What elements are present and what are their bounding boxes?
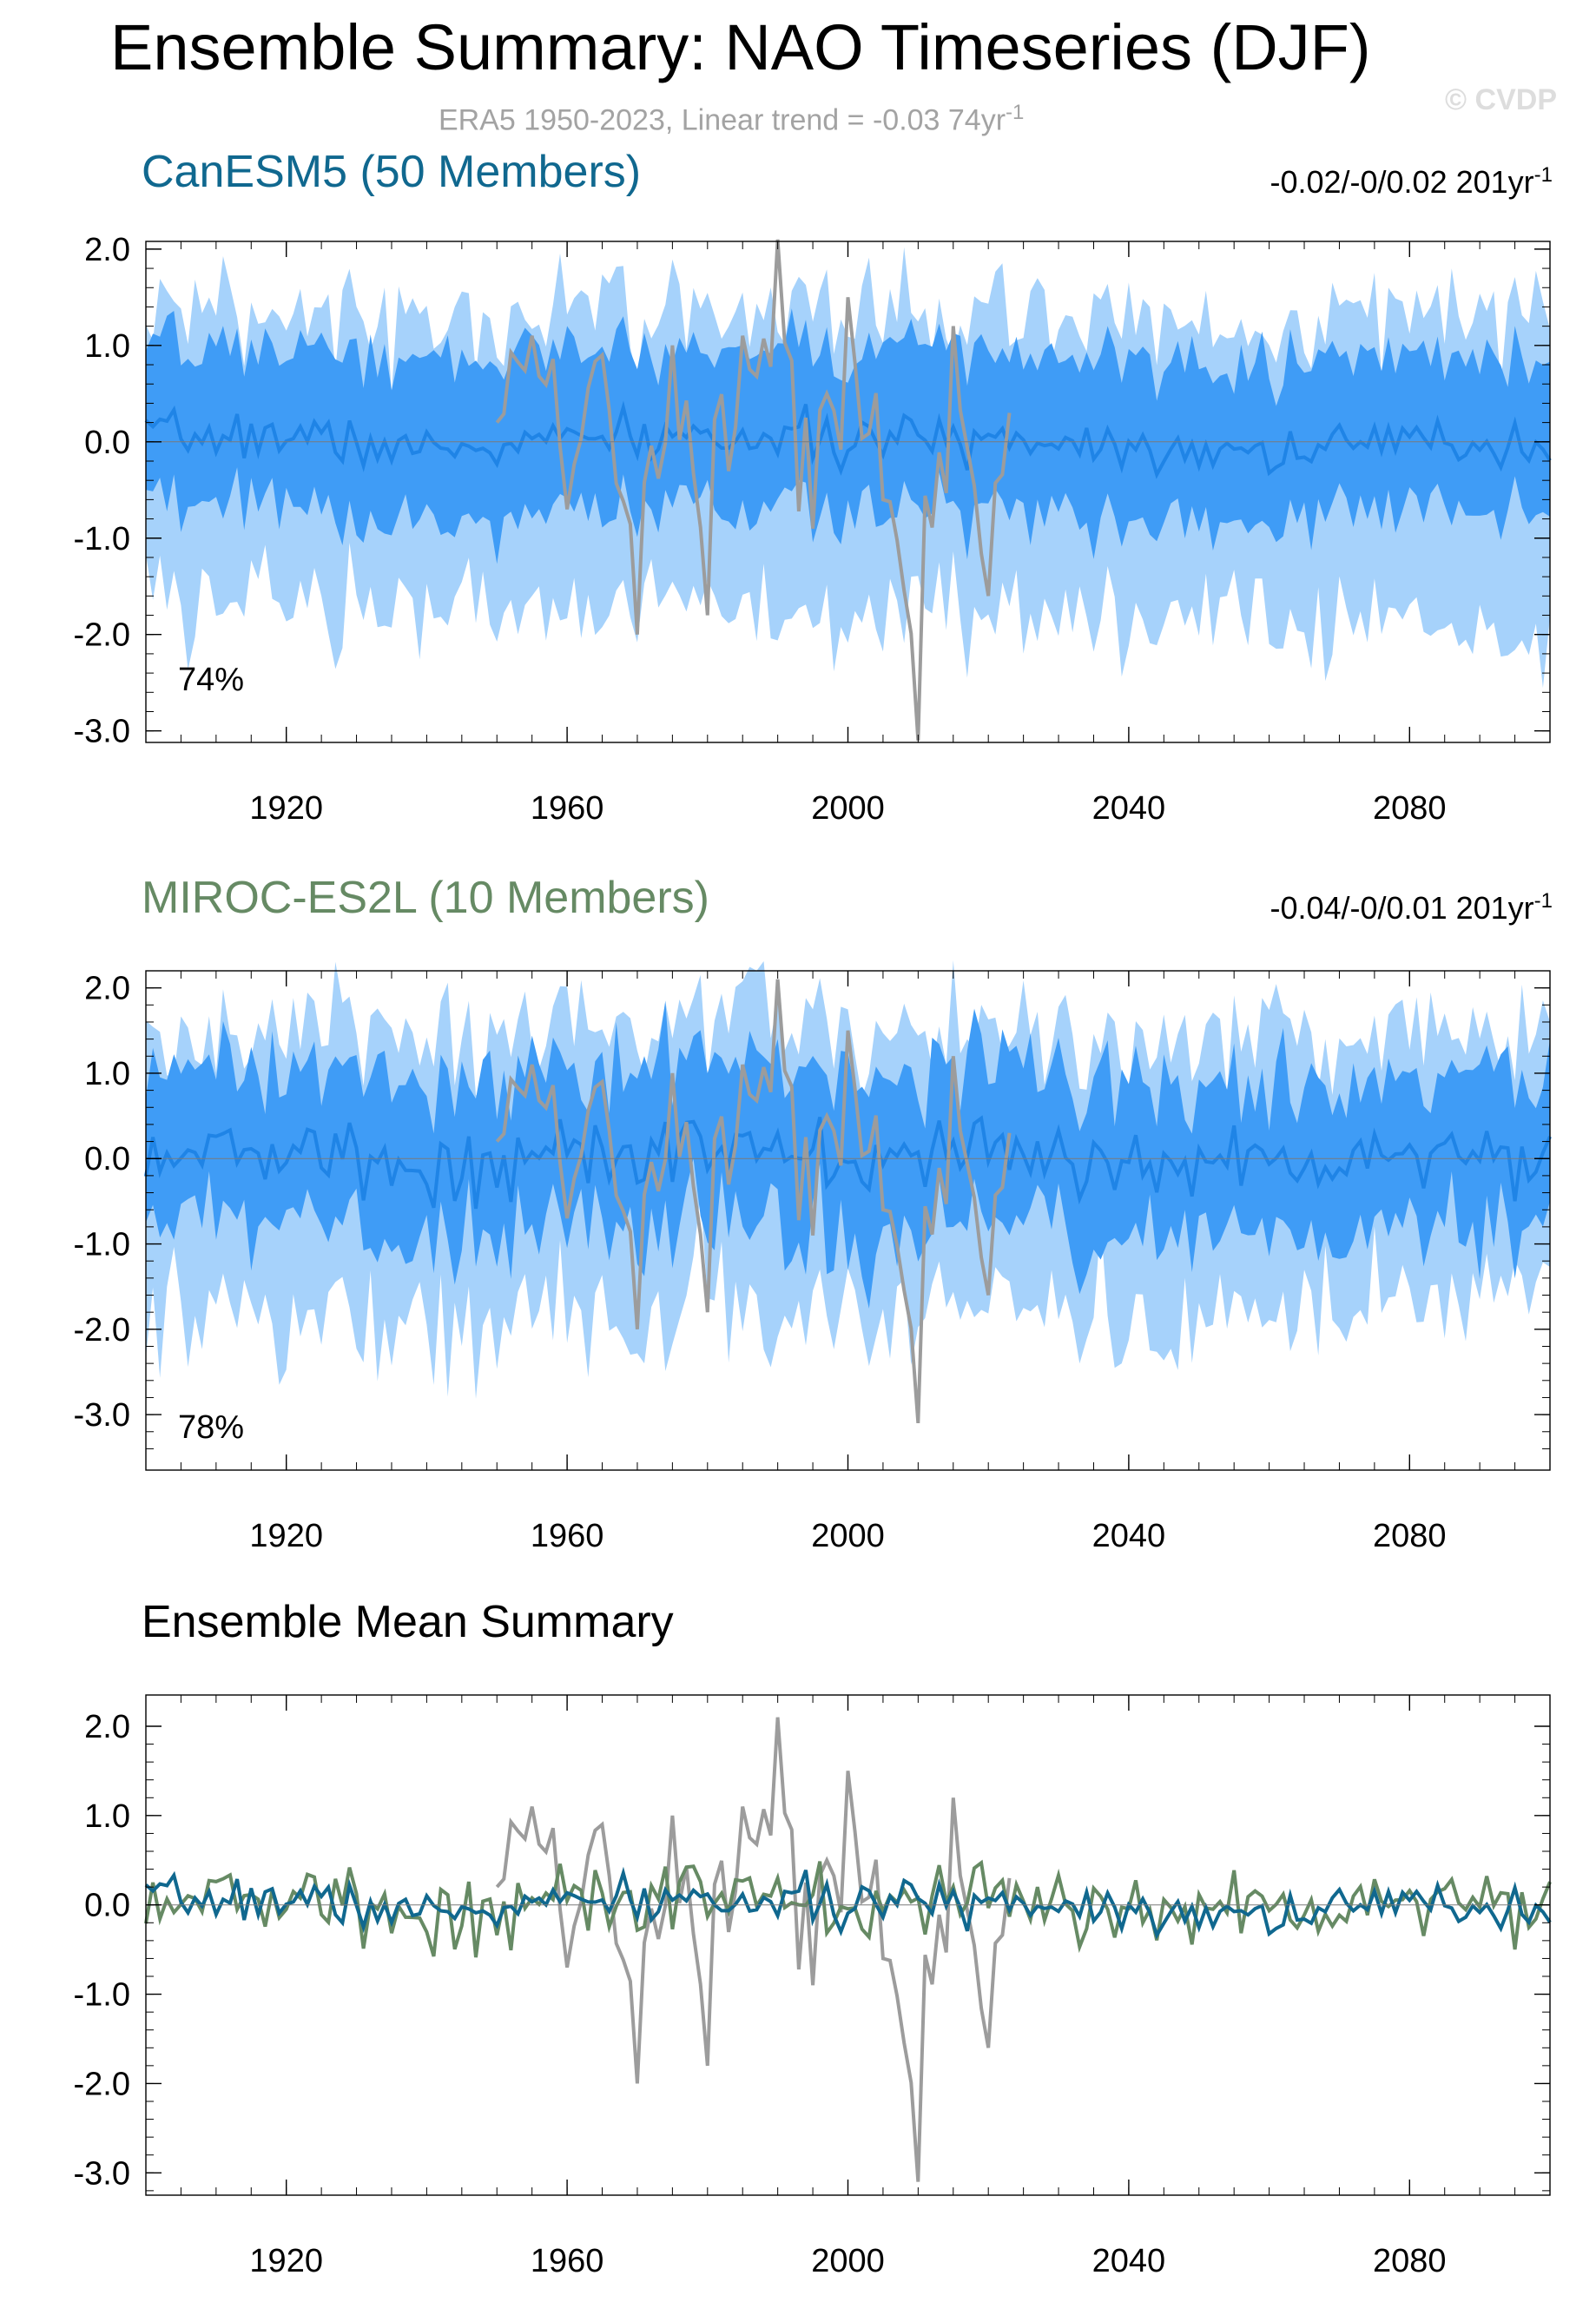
y-tick-label: -2.0 bbox=[74, 2066, 130, 2102]
y-tick-label: 2.0 bbox=[84, 232, 130, 268]
y-tick-label: -1.0 bbox=[74, 1977, 130, 2014]
panel-title-ensemble-mean: Ensemble Mean Summary bbox=[142, 1597, 674, 1647]
figure-title: Ensemble Summary: NAO Timeseries (DJF) bbox=[110, 11, 1371, 83]
y-tick-label: 1.0 bbox=[84, 1798, 130, 1835]
y-tick-label: 0.0 bbox=[84, 1141, 130, 1177]
x-tick-label: 2000 bbox=[811, 2243, 885, 2279]
plot-frame-2 bbox=[145, 1694, 1551, 2196]
cvdp-watermark: © CVDP bbox=[1445, 83, 1557, 116]
y-tick-label: 0.0 bbox=[84, 1888, 130, 1924]
x-tick-label: 1920 bbox=[249, 1518, 323, 1554]
y-tick-label: -3.0 bbox=[74, 2155, 130, 2192]
x-tick-label: 2080 bbox=[1373, 790, 1447, 827]
y-tick-label: -3.0 bbox=[74, 714, 130, 750]
x-tick-label: 2000 bbox=[811, 1518, 885, 1554]
era5-line bbox=[495, 979, 1012, 1424]
y-tick-label: 0.0 bbox=[84, 425, 130, 461]
x-tick-label: 1960 bbox=[531, 2243, 604, 2279]
panel-title-miroc: MIROC-ES2L (10 Members) bbox=[142, 873, 709, 923]
era5-line bbox=[495, 1717, 1012, 2182]
x-tick-label: 2080 bbox=[1373, 1518, 1447, 1554]
era5-line bbox=[495, 239, 1012, 741]
panel-title-canesm5: CanESM5 (50 Members) bbox=[142, 147, 642, 197]
miroc-mean-line bbox=[144, 1859, 1552, 1958]
y-tick-label: 1.0 bbox=[84, 328, 130, 365]
obs-subtitle: ERA5 1950-2023, Linear trend = -0.03 74y… bbox=[439, 101, 1025, 137]
x-tick-label: 1920 bbox=[249, 790, 323, 827]
spread-25-75-band bbox=[146, 1000, 1550, 1309]
percent-annotation: 74% bbox=[178, 662, 244, 698]
x-tick-label: 2040 bbox=[1092, 2243, 1166, 2279]
x-tick-label: 1960 bbox=[531, 1518, 604, 1554]
y-tick-label: -2.0 bbox=[74, 1312, 130, 1349]
trend-label-canesm5: -0.02/-0/0.02 201yr-1 bbox=[1270, 163, 1553, 200]
ensemble-mean-line bbox=[144, 400, 1552, 479]
y-tick-label: -1.0 bbox=[74, 521, 130, 557]
percent-annotation: 78% bbox=[178, 1409, 244, 1446]
x-tick-label: 2000 bbox=[811, 790, 885, 827]
canesm5-mean-line bbox=[144, 1866, 1552, 1940]
x-tick-label: 2040 bbox=[1092, 1518, 1166, 1554]
trend-label-miroc: -0.04/-0/0.01 201yr-1 bbox=[1270, 889, 1553, 926]
x-tick-label: 2080 bbox=[1373, 2243, 1447, 2279]
y-tick-label: -1.0 bbox=[74, 1227, 130, 1263]
spread-25-75-band bbox=[146, 308, 1550, 564]
ensemble-mean-line bbox=[144, 1115, 1552, 1210]
y-tick-label: -2.0 bbox=[74, 617, 130, 654]
y-tick-label: 2.0 bbox=[84, 1709, 130, 1745]
x-tick-label: 2040 bbox=[1092, 790, 1166, 827]
y-tick-label: 2.0 bbox=[84, 971, 130, 1007]
x-tick-label: 1920 bbox=[249, 2243, 323, 2279]
x-tick-label: 1960 bbox=[531, 790, 604, 827]
y-tick-label: -3.0 bbox=[74, 1397, 130, 1434]
y-tick-label: 1.0 bbox=[84, 1056, 130, 1092]
